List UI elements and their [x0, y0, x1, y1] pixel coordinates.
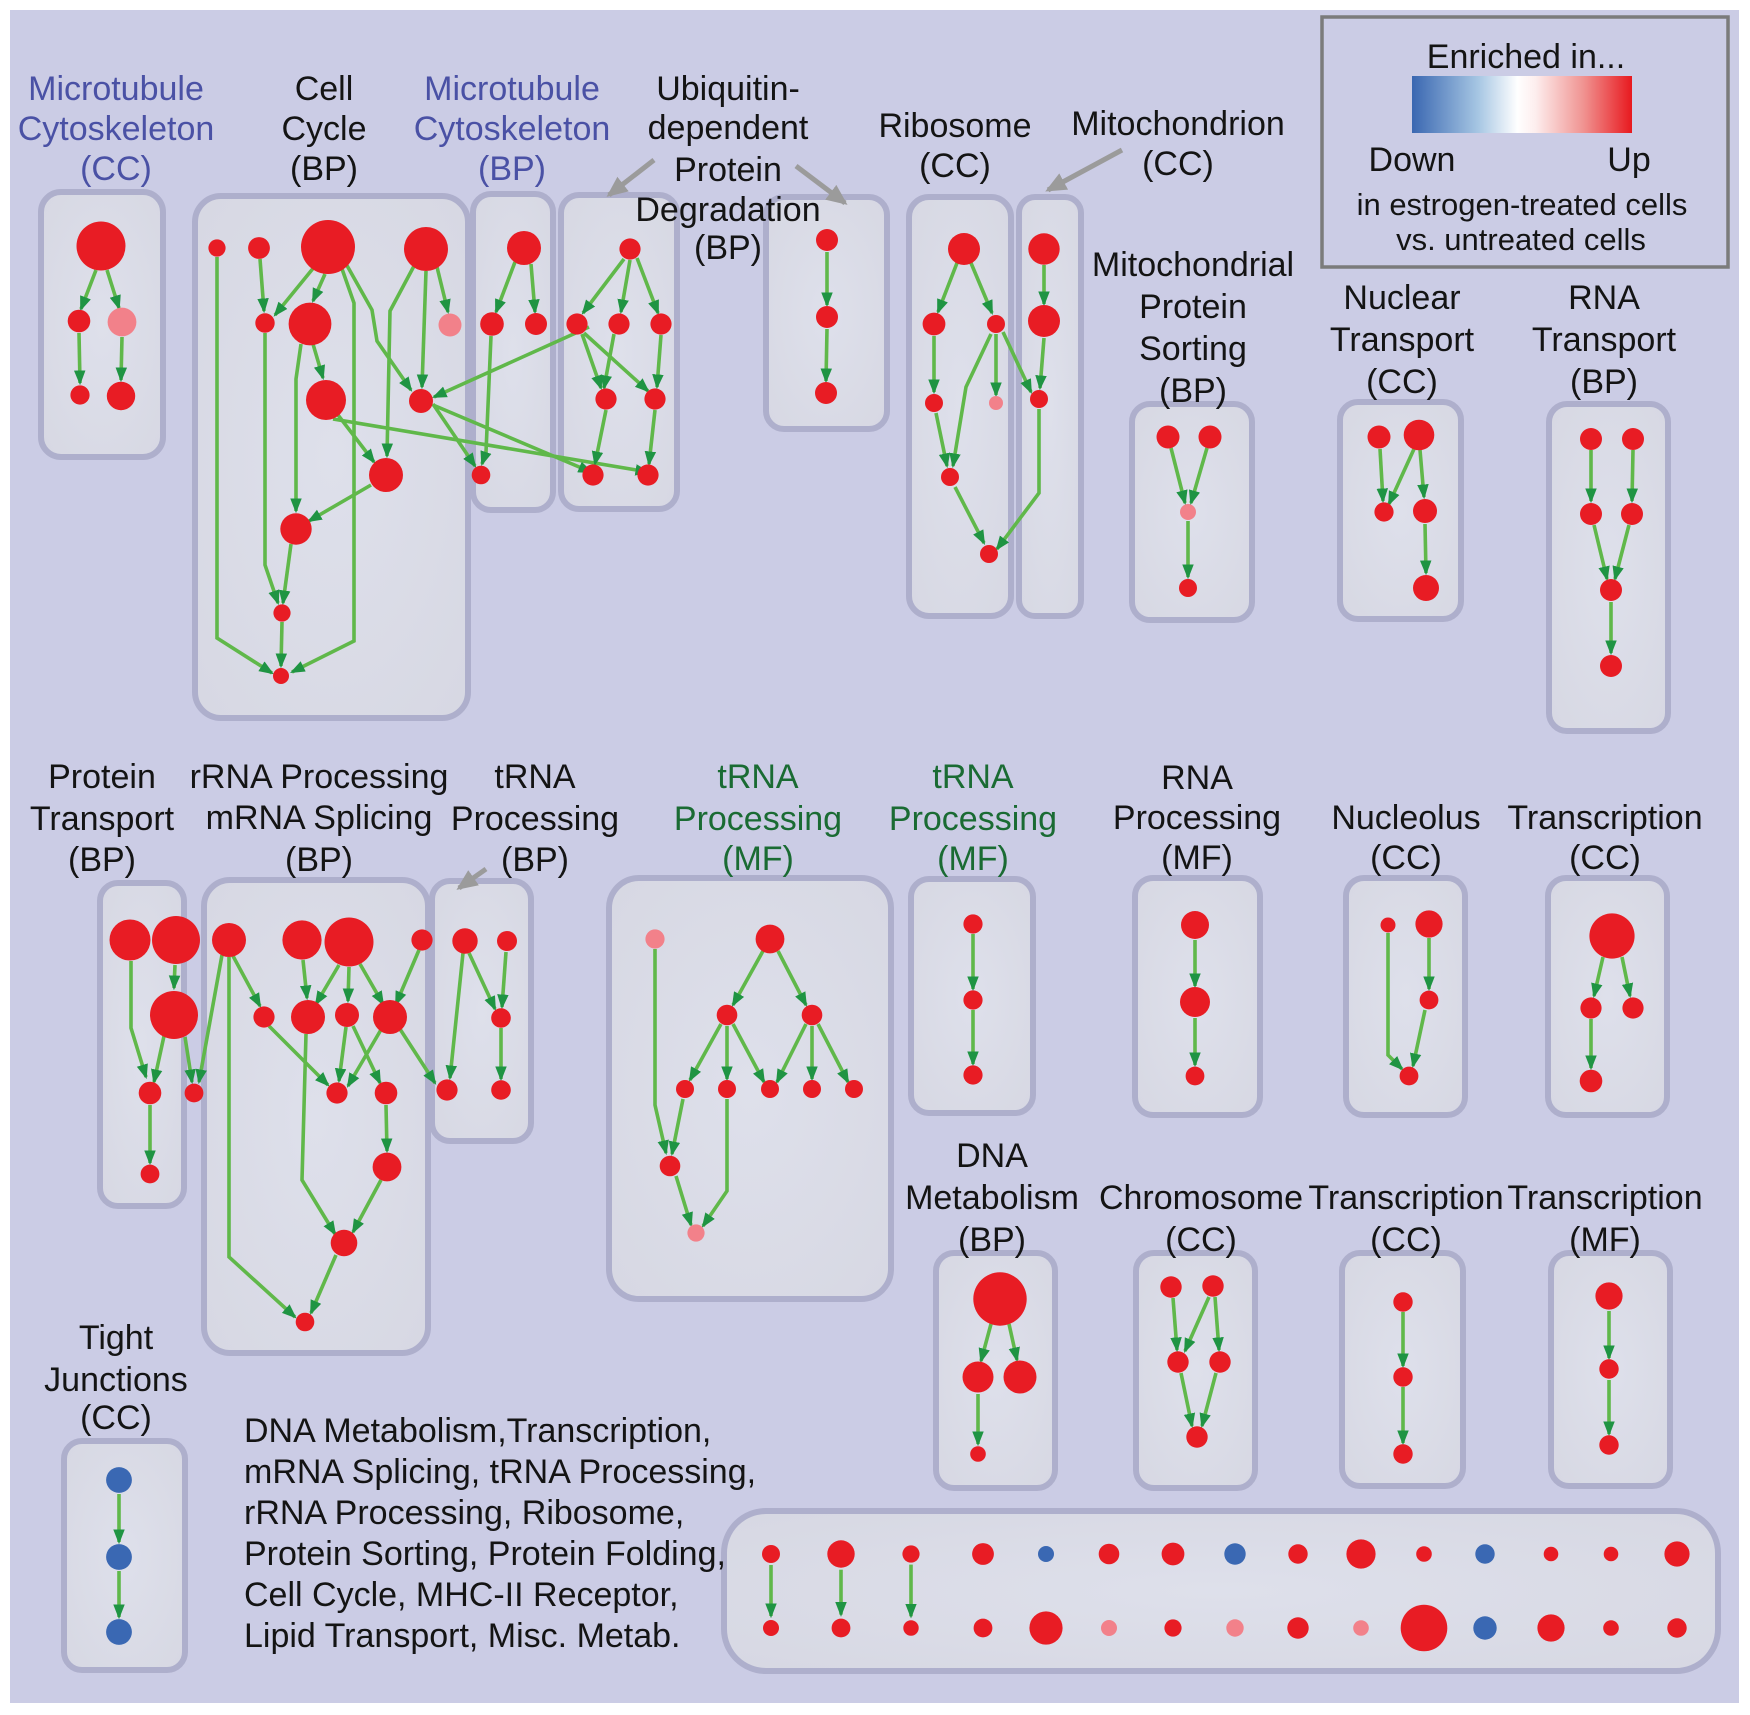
svg-text:(BP): (BP)	[478, 150, 546, 188]
svg-text:Transcription: Transcription	[1507, 799, 1702, 837]
svg-text:Microtubule: Microtubule	[28, 70, 204, 108]
svg-text:Ribosome: Ribosome	[878, 107, 1031, 145]
svg-text:(MF): (MF)	[722, 840, 794, 878]
svg-text:Up: Up	[1607, 141, 1650, 179]
svg-text:Tight: Tight	[79, 1319, 154, 1357]
svg-text:(MF): (MF)	[937, 840, 1009, 878]
svg-text:DNA: DNA	[956, 1137, 1028, 1175]
svg-text:tRNA: tRNA	[717, 758, 799, 796]
svg-text:Enriched in...: Enriched in...	[1427, 38, 1625, 76]
svg-text:(CC): (CC)	[1370, 839, 1442, 877]
svg-text:(BP): (BP)	[694, 229, 762, 267]
svg-text:Ubiquitin-: Ubiquitin-	[656, 70, 800, 108]
svg-text:(BP): (BP)	[501, 841, 569, 879]
svg-text:(BP): (BP)	[1570, 363, 1638, 401]
svg-text:Mitochondrion: Mitochondrion	[1071, 105, 1285, 143]
svg-text:(CC): (CC)	[1569, 839, 1641, 877]
svg-text:Sorting: Sorting	[1139, 330, 1247, 368]
svg-text:(CC): (CC)	[80, 150, 152, 188]
svg-text:Degradation: Degradation	[635, 191, 820, 229]
svg-text:RNA: RNA	[1161, 759, 1233, 797]
svg-text:rRNA Processing: rRNA Processing	[190, 758, 449, 796]
svg-text:Lipid Transport, Misc. Metab.: Lipid Transport, Misc. Metab.	[244, 1617, 681, 1655]
svg-text:Protein Sorting, Protein Foldi: Protein Sorting, Protein Folding,	[244, 1535, 726, 1573]
svg-text:Mitochondrial: Mitochondrial	[1092, 246, 1294, 284]
svg-text:Transcription: Transcription	[1308, 1179, 1503, 1217]
svg-text:tRNA: tRNA	[494, 758, 576, 796]
svg-text:RNA: RNA	[1568, 279, 1640, 317]
svg-text:(CC): (CC)	[1142, 145, 1214, 183]
svg-text:Cycle: Cycle	[281, 110, 366, 148]
svg-text:Transcription: Transcription	[1507, 1179, 1702, 1217]
svg-text:Protein: Protein	[1139, 288, 1247, 326]
svg-text:Transport: Transport	[30, 800, 175, 838]
svg-text:(CC): (CC)	[80, 1399, 152, 1437]
svg-text:Transport: Transport	[1532, 321, 1677, 359]
svg-text:Microtubule: Microtubule	[424, 70, 600, 108]
svg-text:mRNA Splicing, tRNA Processing: mRNA Splicing, tRNA Processing,	[244, 1453, 756, 1491]
svg-text:Junctions: Junctions	[44, 1361, 188, 1399]
svg-text:(CC): (CC)	[1370, 1221, 1442, 1259]
svg-text:rRNA Processing, Ribosome,: rRNA Processing, Ribosome,	[244, 1494, 684, 1532]
svg-text:Cytoskeleton: Cytoskeleton	[414, 110, 611, 148]
svg-text:Nucleolus: Nucleolus	[1331, 799, 1480, 837]
svg-text:(CC): (CC)	[919, 147, 991, 185]
svg-text:DNA Metabolism,Transcription,: DNA Metabolism,Transcription,	[244, 1412, 711, 1450]
svg-text:Metabolism: Metabolism	[905, 1179, 1079, 1217]
svg-text:Processing: Processing	[674, 800, 842, 838]
svg-text:Transport: Transport	[1330, 321, 1475, 359]
svg-text:Cell Cycle, MHC-II Receptor,: Cell Cycle, MHC-II Receptor,	[244, 1576, 679, 1614]
svg-text:Processing: Processing	[451, 800, 619, 838]
svg-text:(MF): (MF)	[1569, 1221, 1641, 1259]
svg-text:mRNA Splicing: mRNA Splicing	[206, 799, 433, 837]
svg-text:tRNA: tRNA	[932, 758, 1014, 796]
svg-text:(CC): (CC)	[1366, 363, 1438, 401]
svg-text:Down: Down	[1369, 141, 1456, 179]
svg-text:in estrogen-treated cells: in estrogen-treated cells	[1357, 187, 1688, 222]
svg-text:(BP): (BP)	[1159, 372, 1227, 410]
svg-text:(BP): (BP)	[68, 841, 136, 879]
svg-text:(CC): (CC)	[1165, 1221, 1237, 1259]
svg-text:dependent: dependent	[648, 109, 809, 147]
svg-text:vs. untreated cells: vs. untreated cells	[1396, 222, 1646, 257]
svg-text:(BP): (BP)	[285, 841, 353, 879]
svg-text:Protein: Protein	[48, 758, 156, 796]
svg-text:Cell: Cell	[295, 70, 354, 108]
svg-text:Processing: Processing	[889, 800, 1057, 838]
svg-text:Processing: Processing	[1113, 799, 1281, 837]
svg-text:Cytoskeleton: Cytoskeleton	[18, 110, 215, 148]
svg-text:(BP): (BP)	[958, 1221, 1026, 1259]
svg-text:Protein: Protein	[674, 151, 782, 189]
svg-text:(BP): (BP)	[290, 150, 358, 188]
svg-text:Chromosome: Chromosome	[1099, 1179, 1303, 1217]
svg-text:Nuclear: Nuclear	[1343, 279, 1460, 317]
svg-text:(MF): (MF)	[1161, 839, 1233, 877]
